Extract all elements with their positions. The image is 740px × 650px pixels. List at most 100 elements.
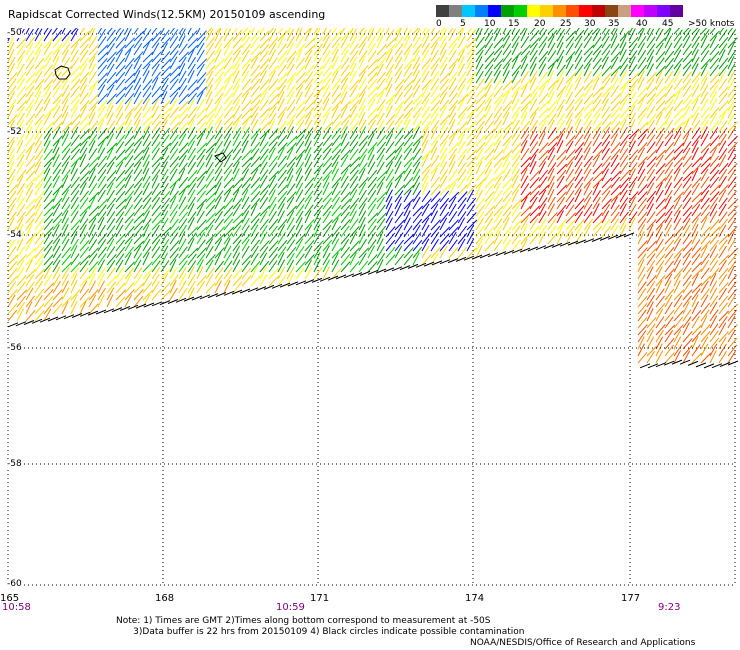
wind-barb [674, 134, 681, 146]
wind-barb [116, 113, 123, 125]
wind-barb [242, 218, 249, 230]
wind-barb [458, 85, 465, 97]
wind-barb-flagged [448, 259, 458, 263]
wind-barb [422, 134, 429, 146]
wind-barb [665, 197, 671, 210]
wind-barb [170, 211, 177, 223]
wind-barb [656, 351, 663, 363]
wind-barb [143, 211, 150, 223]
wind-barb [566, 113, 573, 125]
wind-barb [575, 189, 581, 202]
wind-barb [710, 233, 719, 244]
wind-barb [80, 44, 89, 55]
wind-barb [116, 99, 124, 111]
wind-barb-flagged [136, 304, 146, 308]
wind-barb [179, 274, 186, 286]
wind-barb [26, 99, 34, 111]
wind-barb [692, 157, 702, 167]
wind-barb [638, 87, 648, 97]
wind-barb [638, 78, 644, 91]
wind-barb [80, 247, 89, 258]
wind-barb [170, 51, 178, 62]
wind-barb [305, 57, 311, 70]
wind-barb [440, 64, 447, 76]
wind-barb [683, 100, 691, 111]
wind-barb [341, 85, 348, 97]
wind-barb [539, 211, 546, 223]
wind-barb-flagged [696, 363, 706, 367]
wind-barb [386, 134, 392, 146]
wind-barb [134, 113, 141, 125]
wind-barb [458, 64, 465, 76]
wind-barb [251, 253, 258, 265]
wind-barb [440, 148, 447, 160]
wind-barb [395, 197, 402, 209]
wind-barb [323, 98, 329, 111]
wind-barb-flagged [120, 307, 130, 311]
wind-barb [728, 64, 735, 76]
wind-barb [206, 78, 213, 90]
wind-barb [530, 57, 537, 69]
legend-swatch [618, 5, 631, 17]
wind-barb [413, 113, 420, 125]
wind-barb [305, 197, 312, 209]
wind-barb [8, 282, 16, 294]
wind-barb [197, 191, 206, 202]
wind-barb [179, 29, 186, 41]
wind-barb [665, 162, 673, 174]
wind-barb [530, 50, 537, 62]
wind-barb [170, 99, 177, 111]
wind-barb [134, 127, 141, 139]
wind-barb-flagged [440, 260, 450, 264]
wind-barb [206, 114, 214, 125]
wind-barb-flagged [312, 278, 322, 282]
wind-barb [422, 64, 430, 76]
wind-barb-flagged [608, 235, 618, 239]
wind-barb [296, 205, 304, 216]
wind-barb [674, 71, 680, 83]
wind-barb-flagged [8, 323, 18, 327]
wind-barb [566, 92, 573, 104]
wind-barb [557, 56, 563, 69]
wind-barb [143, 155, 150, 167]
wind-barb [161, 85, 168, 97]
wind-barb [503, 71, 509, 83]
wind-barb [512, 199, 522, 209]
wind-barb [701, 134, 708, 146]
wind-barb [341, 28, 348, 34]
wind-barb [251, 246, 258, 258]
wind-barb [35, 197, 42, 209]
wind-barb [8, 148, 15, 160]
wind-barb-flagged [568, 241, 578, 245]
wind-barb [188, 64, 195, 76]
wind-barb [368, 184, 376, 195]
wind-barb [557, 176, 564, 188]
wind-barb [692, 316, 699, 328]
wind-barb [611, 212, 619, 223]
lat-label-60: -60 [7, 580, 22, 589]
wind-barb-flagged [56, 316, 66, 320]
wind-barb [314, 246, 321, 258]
wind-barb [287, 267, 294, 279]
wind-barb [638, 134, 646, 146]
wind-barb [458, 94, 468, 104]
wind-barb [638, 225, 645, 237]
wind-barb [359, 99, 366, 111]
wind-barb [35, 260, 43, 272]
wind-barb [593, 127, 600, 139]
wind-barb [395, 85, 403, 97]
wind-barb [107, 57, 115, 69]
wind-barb [197, 37, 205, 48]
wind-barb [233, 178, 243, 188]
wind-barb [683, 191, 691, 202]
wind-barb [377, 79, 385, 90]
wind-barb [278, 204, 284, 217]
wind-barb [206, 120, 213, 132]
wind-barb [386, 84, 392, 97]
wind-barb [98, 170, 106, 182]
wind-barb [458, 113, 465, 125]
wind-barb [215, 49, 221, 62]
wind-barb [26, 126, 32, 139]
wind-barb [548, 204, 555, 216]
wind-barb [512, 240, 521, 251]
